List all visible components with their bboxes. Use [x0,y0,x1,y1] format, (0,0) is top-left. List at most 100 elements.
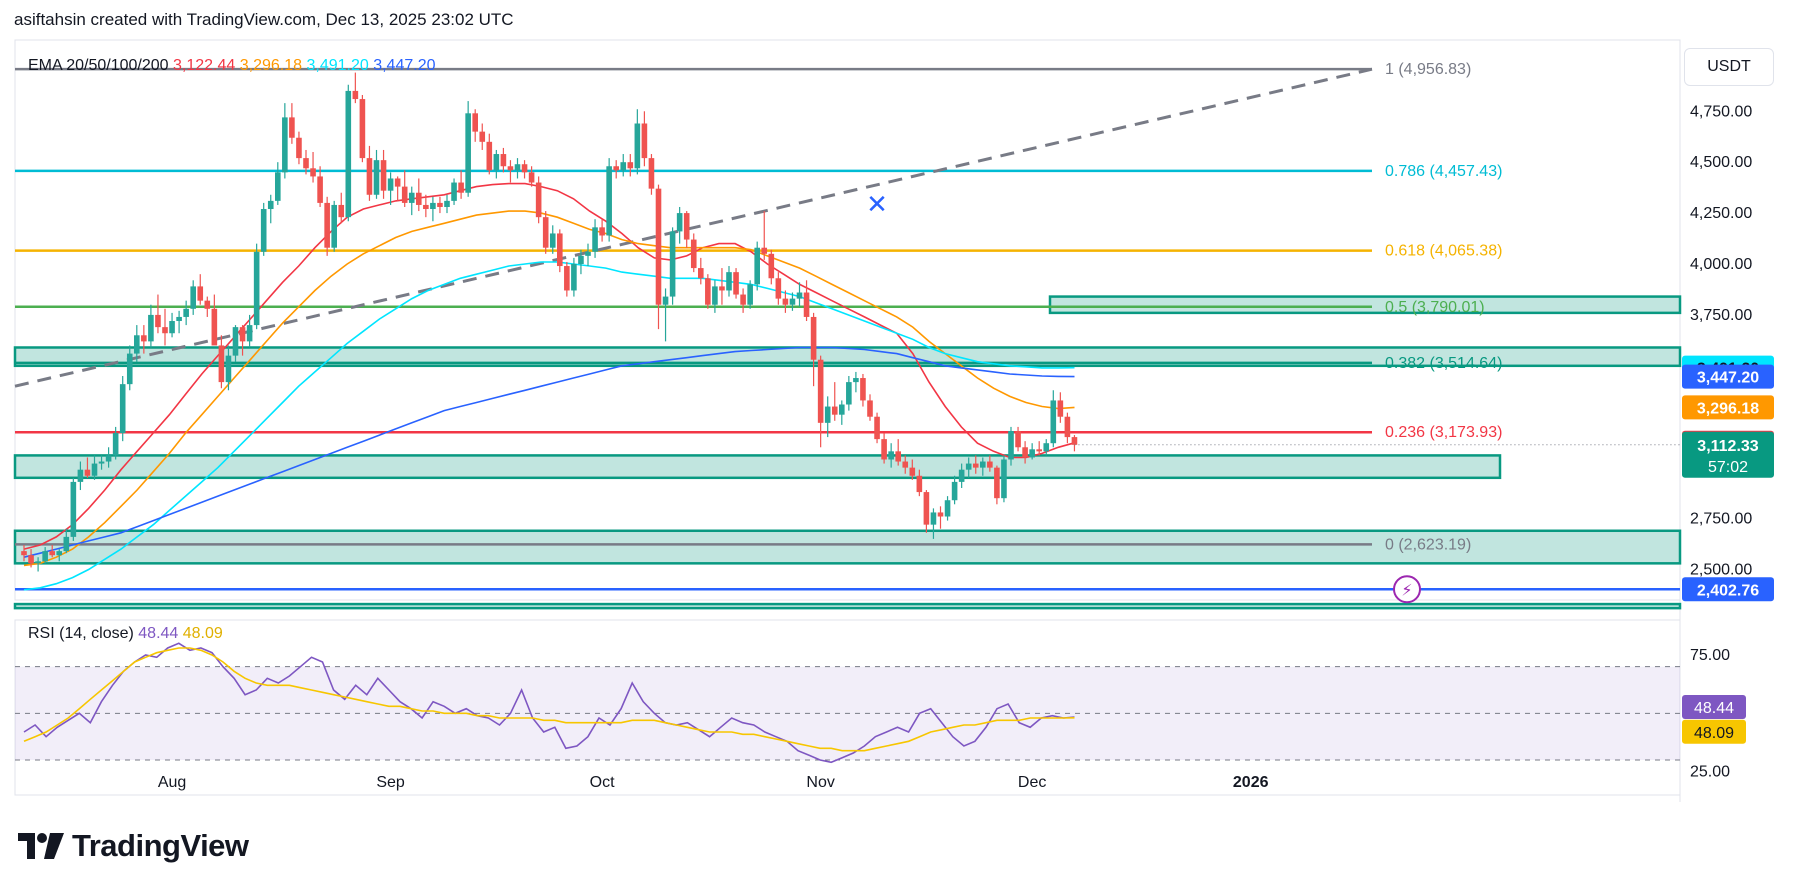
candle-body [965,463,972,470]
candle-body [951,481,958,501]
currency-button[interactable]: USDT [1684,48,1774,86]
candle-body [810,316,817,360]
price-axis-tick: 2,500.00 [1690,561,1752,578]
candle-body [620,162,627,171]
candle-body [84,469,91,476]
candle-body [63,536,70,552]
candle-body [162,327,168,334]
chart-author-header: asiftahsin created with TradingView.com,… [14,10,514,29]
candle-body [662,296,669,305]
candle-body [916,475,923,493]
candle-body [789,298,796,305]
price-axis-tick: 4,250.00 [1690,205,1752,222]
candle-body [253,251,260,326]
candle-body [126,353,133,385]
candle-body [148,314,154,342]
candle-body [987,461,993,468]
candle-body [197,286,204,301]
tradingview-logo[interactable]: TradingView [18,828,249,864]
candle-body [112,433,119,456]
candle-body [888,451,894,460]
candle-body [183,308,189,317]
rsi-axis-label-text: 48.09 [1694,725,1734,742]
tradingview-wordmark: TradingView [72,828,249,863]
candle-body [627,162,634,169]
candle-body [218,345,225,383]
candle-body [282,117,288,173]
candle-body [549,233,556,248]
candle-body [1057,400,1064,417]
candle-body [49,551,55,556]
tradingview-logo-icon [18,833,64,859]
candle-body [507,166,514,171]
candle-body [909,467,916,476]
candle-body [1043,443,1050,452]
candle-body [493,154,500,171]
candle-body [683,213,690,240]
support-resistance-zone [13,346,1682,368]
candle-body [768,253,775,279]
candle-body [514,164,521,171]
time-axis-tick: Sep [376,774,405,791]
candle-body [486,141,493,171]
candle-body [676,213,683,232]
candle-body [860,378,866,401]
candle-body [444,200,450,207]
candle-body [176,316,182,322]
candle-body [408,192,415,203]
candle-body [535,182,542,218]
support-resistance-zone [1048,295,1682,315]
candle-body [733,272,739,295]
fib-level-label: 0 (2,623.19) [1385,536,1471,553]
price-axis-tick: 3,750.00 [1690,307,1752,324]
price-axis-label [1682,364,1774,389]
candle-body [803,292,810,317]
candle-body [1022,447,1028,458]
rsi-axis-tick: 25.00 [1690,764,1730,781]
main-pane-frame [14,39,1681,601]
candle-body [592,227,598,252]
candle-body [21,551,27,556]
trendline-handle-icon: ✕ [866,189,888,219]
candle-body [190,286,196,309]
candle-body [1029,449,1035,458]
candle-body [458,182,464,193]
candle-body [726,272,732,291]
candle-body [260,209,267,252]
candle-body [275,172,281,201]
candle-body [930,512,937,525]
candle-body [902,461,909,468]
support-resistance-zone [13,602,1682,610]
fib-level-label: 0.786 (4,457.43) [1385,163,1502,180]
price-axis-tick: 4,750.00 [1690,103,1752,120]
candle-body [479,131,486,142]
candle-body [331,204,337,248]
time-axis-tick: Dec [1018,774,1046,791]
last-price-text: 3,112.33 [1697,438,1759,455]
ema-legend-value: 3,122.44 [173,57,240,74]
candle-body [1050,400,1057,444]
fib-level-label: 0.618 (4,065.38) [1385,243,1502,260]
candle-body [923,492,930,525]
candle-body [958,469,965,482]
candle-body [655,188,662,305]
candle-body [712,286,718,305]
rsi-legend-label: RSI (14, close) [28,625,138,642]
fib-level-label: 0.236 (3,173.93) [1385,424,1502,441]
candle-body [500,154,507,167]
candle-body [705,278,711,305]
candle-body [881,439,887,460]
candle-body [169,321,175,334]
candle-body [585,251,591,256]
candle-body [267,200,274,210]
ema-line [23,210,1075,567]
candle-body [310,168,316,177]
trendline-dashed [14,67,1373,388]
candle-body [303,158,309,169]
candle-body [1008,430,1014,460]
ema-legend-label: EMA 20/50/100/200 [28,57,173,74]
candle-body [613,166,619,171]
candle-body [1071,437,1078,445]
candle-body [994,467,1000,499]
